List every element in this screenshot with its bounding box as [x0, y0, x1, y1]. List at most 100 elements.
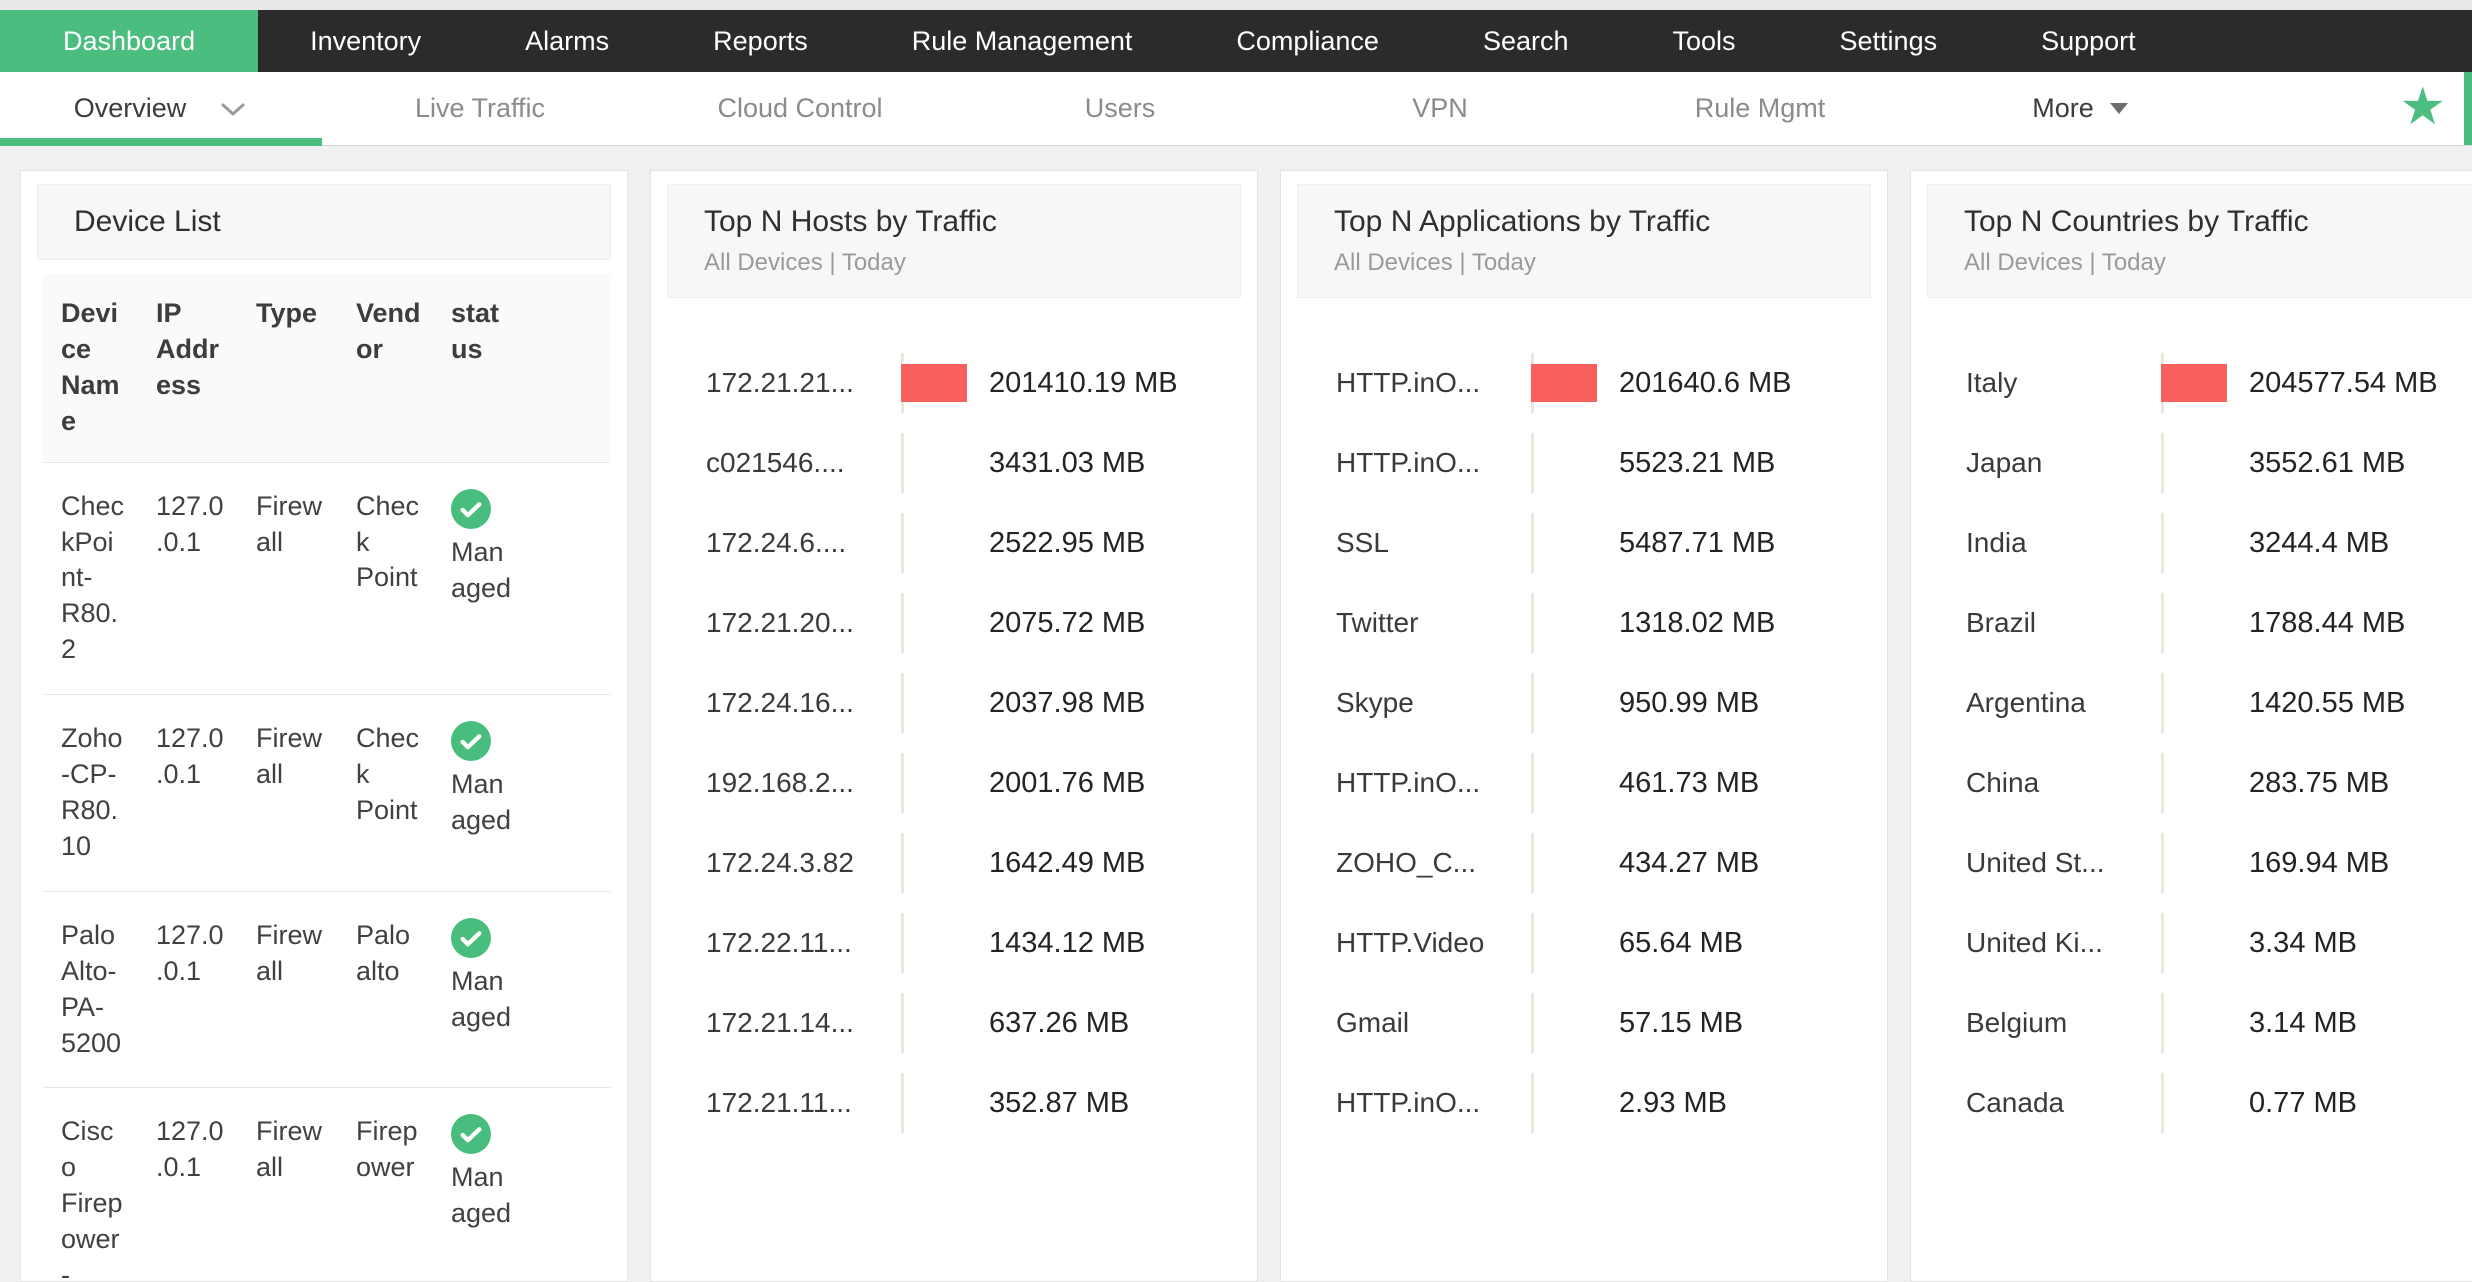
device-status-cell: Managed: [433, 695, 523, 891]
subnav-item-label: Overview: [73, 93, 187, 123]
bar-track: [901, 913, 989, 973]
bar-axis-tick: [2161, 1073, 2164, 1133]
device-row-zoho-cp-r80-10[interactable]: Zoho-CP-R80.10 127.0.0.1 Firewall Check Poi…: [43, 694, 611, 891]
chart-row-china[interactable]: China 283.75 MB: [1927, 743, 2472, 823]
nav-item-compliance[interactable]: Compliance: [1236, 25, 1379, 56]
managed-check-icon: [451, 721, 491, 762]
device-name-cell: CheckPoint-R80.2: [61, 490, 125, 665]
top-hosts-subtitle: All Devices | Today: [704, 249, 906, 276]
chart-row-belgium[interactable]: Belgium 3.14 MB: [1927, 983, 2472, 1063]
chart-row-value: 3431.03 MB: [989, 446, 1146, 479]
chart-row-label: Belgium: [1966, 1007, 2068, 1038]
device-row-cisco-firepower-fmc[interactable]: Cisco Firepower-FMC 127.0.0.1 Firewall Fire…: [43, 1087, 611, 1282]
subnav-item-more[interactable]: More: [1920, 93, 2240, 124]
chart-row-gmail[interactable]: Gmail 57.15 MB: [1297, 983, 1871, 1063]
bar-track: [2161, 1073, 2249, 1133]
favorite-star-icon[interactable]: ★: [2399, 77, 2446, 136]
chart-row-value: 3.34 MB: [2249, 926, 2357, 959]
column-header-type: Type: [256, 298, 318, 328]
subnav-item-cloud-control[interactable]: Cloud Control: [640, 93, 960, 124]
chart-row-japan[interactable]: Japan 3552.61 MB: [1927, 423, 2472, 503]
nav-item-tools[interactable]: Tools: [1672, 25, 1736, 56]
chart-row-label: 172.21.11...: [706, 1087, 852, 1118]
chart-row-united-ki[interactable]: United Ki... 3.34 MB: [1927, 903, 2472, 983]
subnav-item-live-traffic[interactable]: Live Traffic: [320, 93, 640, 124]
device-table-head: Device Name IP Address Type Vendor status: [43, 274, 611, 462]
bar-axis-tick: [1531, 513, 1534, 573]
chart-row-value: 637.26 MB: [989, 1006, 1130, 1039]
chevron-down-icon: [220, 101, 246, 117]
chart-row-http-video[interactable]: HTTP.Video 65.64 MB: [1297, 903, 1871, 983]
chart-row-zoho-c[interactable]: ZOHO_C... 434.27 MB: [1297, 823, 1871, 903]
chart-row-172-21-20[interactable]: 172.21.20... 2075.72 MB: [667, 583, 1241, 663]
chart-row-skype[interactable]: Skype 950.99 MB: [1297, 663, 1871, 743]
bar-track: [901, 433, 989, 493]
chart-row-http-ino[interactable]: HTTP.inO... 5523.21 MB: [1297, 423, 1871, 503]
chart-row-twitter[interactable]: Twitter 1318.02 MB: [1297, 583, 1871, 663]
nav-item-reports[interactable]: Reports: [713, 25, 808, 56]
chart-row-172-24-6[interactable]: 172.24.6.... 2522.95 MB: [667, 503, 1241, 583]
bar-track: [901, 753, 989, 813]
bar-track: [901, 353, 989, 413]
device-type-cell: Firewall: [256, 919, 322, 986]
chart-row-united-st[interactable]: United St... 169.94 MB: [1927, 823, 2472, 903]
chart-row-192-168-2[interactable]: 192.168.2... 2001.76 MB: [667, 743, 1241, 823]
chart-row-172-21-11[interactable]: 172.21.11... 352.87 MB: [667, 1063, 1241, 1143]
chart-row-italy[interactable]: Italy 204577.54 MB: [1927, 343, 2472, 423]
chart-row-172-24-3-82[interactable]: 172.24.3.82 1642.49 MB: [667, 823, 1241, 903]
device-row-checkpoint-r80-2[interactable]: CheckPoint-R80.2 127.0.0.1 Firewall Check P…: [43, 461, 611, 695]
nav-item-settings[interactable]: Settings: [1839, 25, 1938, 56]
nav-item-search[interactable]: Search: [1482, 25, 1569, 56]
chart-row-c021546[interactable]: c021546.... 3431.03 MB: [667, 423, 1241, 503]
bar-track: [2161, 513, 2249, 573]
subnav-item-rule-mgmt[interactable]: Rule Mgmt: [1600, 93, 1920, 124]
chart-row-value: 1420.55 MB: [2249, 686, 2406, 719]
nav-item-support[interactable]: Support: [2041, 25, 2136, 56]
subnav-item-label: More: [2032, 93, 2094, 123]
browser-top-strip: [0, 0, 2472, 10]
chart-row-india[interactable]: India 3244.4 MB: [1927, 503, 2472, 583]
subnav-item-vpn[interactable]: VPN: [1280, 93, 1600, 124]
subnav-item-label: Rule Mgmt: [1694, 93, 1826, 123]
bar-track: [2161, 433, 2249, 493]
chart-row-value: 1642.49 MB: [989, 846, 1146, 879]
chart-row-label: 172.24.3.82: [706, 847, 854, 878]
chart-row-172-21-14[interactable]: 172.21.14... 637.26 MB: [667, 983, 1241, 1063]
chart-row-label: HTTP.inO...: [1336, 367, 1481, 398]
subnav-item-overview[interactable]: Overview: [0, 93, 320, 124]
chart-row-value: 434.27 MB: [1619, 846, 1760, 879]
bar: [1531, 364, 1597, 402]
chart-row-172-21-21[interactable]: 172.21.21... 201410.19 MB: [667, 343, 1241, 423]
chart-row-http-ino[interactable]: HTTP.inO... 2.93 MB: [1297, 1063, 1871, 1143]
chart-row-argentina[interactable]: Argentina 1420.55 MB: [1927, 663, 2472, 743]
chart-row-label: HTTP.inO...: [1336, 1087, 1481, 1118]
bar: [901, 364, 967, 402]
chart-row-ssl[interactable]: SSL 5487.71 MB: [1297, 503, 1871, 583]
device-row-paloalto-pa-5200[interactable]: PaloAlto-PA-5200 127.0.0.1 Firewall Paloalt…: [43, 890, 611, 1088]
nav-item-inventory[interactable]: Inventory: [310, 25, 422, 56]
chart-row-brazil[interactable]: Brazil 1788.44 MB: [1927, 583, 2472, 663]
bar-track: [901, 593, 989, 653]
device-name-cell: Zoho-CP-R80.10: [61, 723, 123, 861]
chart-row-label: c021546....: [706, 447, 845, 478]
chart-row-http-ino[interactable]: HTTP.inO... 461.73 MB: [1297, 743, 1871, 823]
chart-row-value: 3244.4 MB: [2249, 526, 2390, 559]
chart-row-172-24-16[interactable]: 172.24.16... 2037.98 MB: [667, 663, 1241, 743]
bar-axis-tick: [2161, 833, 2164, 893]
bar-axis-tick: [2161, 993, 2164, 1053]
chart-row-label: 172.22.11...: [706, 927, 852, 958]
bar-axis-tick: [2161, 433, 2164, 493]
chart-row-http-ino[interactable]: HTTP.inO... 201640.6 MB: [1297, 343, 1871, 423]
chart-row-label: HTTP.inO...: [1336, 767, 1481, 798]
chart-row-value: 3552.61 MB: [2249, 446, 2406, 479]
bar-track: [2161, 673, 2249, 733]
chart-row-label: 172.21.21...: [706, 367, 854, 398]
chart-row-canada[interactable]: Canada 0.77 MB: [1927, 1063, 2472, 1143]
chart-row-172-22-11[interactable]: 172.22.11... 1434.12 MB: [667, 903, 1241, 983]
bar-track: [1531, 513, 1619, 573]
subnav-item-label: Cloud Control: [717, 93, 883, 123]
nav-item-alarms[interactable]: Alarms: [525, 25, 610, 56]
nav-item-rule-management[interactable]: Rule Management: [911, 25, 1133, 56]
nav-item-dashboard[interactable]: Dashboard: [0, 10, 259, 72]
subnav-item-users[interactable]: Users: [960, 93, 1280, 124]
